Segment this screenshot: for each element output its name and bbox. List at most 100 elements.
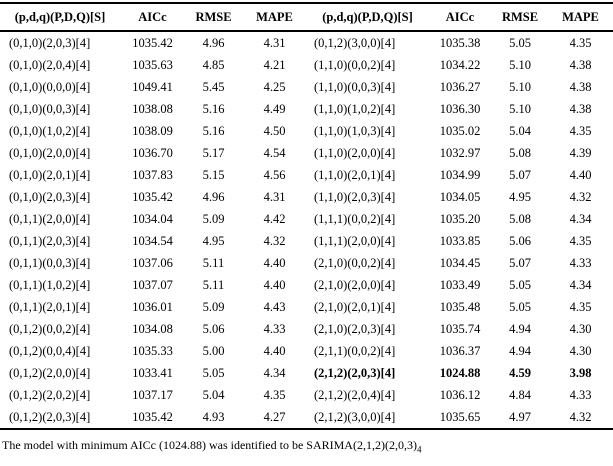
aicc-cell: 1034.08 [132, 322, 173, 336]
model-cell: (1,1,0)(0,0,2)[4] [314, 58, 396, 72]
column-header-rmse-left: RMSE [185, 3, 242, 32]
table-row: (0,1,2)(0,0,4)[4] 1035.33 5.00 4.40 (2,1,1)(… [0, 340, 613, 362]
model-cell: (0,1,1)(2,0,0)[4] [9, 212, 91, 226]
rmse-cell: 5.15 [202, 168, 225, 182]
model-cell: (0,1,1)(0,0,3)[4] [9, 256, 91, 270]
mape-cell: 4.35 [569, 300, 592, 314]
table-header: (p,d,q)(P,D,Q)[S] AICc RMSE MAPE (p,d,q)… [0, 3, 613, 32]
model-cell: (1,1,0)(1,0,3)[4] [314, 124, 396, 138]
mape-cell: 4.30 [569, 322, 592, 336]
rmse-cell: 4.85 [202, 58, 225, 72]
model-cell: (0,1,0)(0,0,0)[4] [9, 80, 91, 94]
rmse-cell: 5.05 [509, 300, 531, 314]
aicc-cell: 1036.12 [439, 388, 481, 402]
mape-cell: 4.39 [569, 146, 592, 160]
aicc-cell: 1037.17 [132, 388, 173, 402]
mape-cell: 4.32 [263, 234, 286, 248]
mape-cell: 4.35 [569, 124, 592, 138]
table-row: (0,1,1)(1,0,2)[4] 1037.07 5.11 4.40 (2,1,0)(… [0, 274, 613, 296]
rmse-cell: 5.00 [202, 344, 225, 358]
table-row: (0,1,2)(2,0,3)[4] 1035.42 4.93 4.27 (2,1,2)(… [0, 406, 613, 429]
mape-cell: 4.34 [569, 212, 592, 226]
table-row: (0,1,1)(2,0,3)[4] 1034.54 4.95 4.32 (1,1,1)(… [0, 230, 613, 252]
model-cell: (1,1,0)(2,0,0)[4] [314, 146, 396, 160]
rmse-cell: 5.16 [202, 102, 225, 116]
rmse-cell: 4.94 [509, 344, 531, 358]
rmse-cell: 4.59 [509, 366, 531, 380]
aicc-cell: 1035.65 [439, 410, 481, 424]
rmse-cell: 4.95 [202, 234, 225, 248]
aicc-cell: 1034.05 [439, 190, 481, 204]
aicc-cell: 1034.54 [132, 234, 173, 248]
model-cell: (0,1,0)(1,0,2)[4] [9, 124, 91, 138]
mape-cell: 4.40 [263, 256, 286, 270]
model-cell: (1,1,0)(2,0,3)[4] [314, 190, 396, 204]
mape-cell: 4.43 [263, 300, 286, 314]
aicc-cell: 1032.97 [439, 146, 481, 160]
model-cell: (0,1,0)(2,0,3)[4] [9, 190, 91, 204]
aicc-cell: 1034.45 [439, 256, 481, 270]
mape-cell: 4.49 [263, 102, 286, 116]
mape-cell: 4.34 [263, 366, 286, 380]
mape-cell: 4.21 [263, 58, 286, 72]
mape-cell: 4.25 [263, 80, 286, 94]
model-cell: (1,1,1)(2,0,0)[4] [314, 234, 396, 248]
mape-cell: 4.31 [263, 190, 286, 204]
aicc-cell: 1035.20 [439, 212, 481, 226]
model-cell: (1,1,0)(2,0,1)[4] [314, 168, 396, 182]
model-cell: (0,1,2)(2,0,2)[4] [9, 388, 91, 402]
model-cell: (2,1,0)(2,0,3)[4] [314, 322, 396, 336]
rmse-cell: 5.04 [202, 388, 225, 402]
rmse-cell: 5.06 [202, 322, 225, 336]
footnote-subscript: 4 [416, 444, 422, 455]
rmse-cell: 5.10 [509, 102, 531, 116]
model-cell: (0,1,2)(0,0,2)[4] [9, 322, 91, 336]
table-body: (0,1,0)(2,0,3)[4] 1035.42 4.96 4.31 (0,1,2)(… [0, 31, 613, 429]
aicc-cell: 1035.48 [439, 300, 481, 314]
rmse-cell: 5.06 [509, 234, 531, 248]
column-header-model-right: (p,d,q)(P,D,Q)[S] [307, 3, 428, 32]
table-row: (0,1,0)(0,0,3)[4] 1038.08 5.16 4.49 (1,1,0)(… [0, 98, 613, 120]
model-cell: (0,1,2)(0,0,4)[4] [9, 344, 91, 358]
model-cell: (1,1,0)(0,0,3)[4] [314, 80, 396, 94]
table-row: (0,1,0)(2,0,1)[4] 1037.83 5.15 4.56 (1,1,0)(… [0, 164, 613, 186]
table-row: (0,1,0)(1,0,2)[4] 1038.09 5.16 4.50 (1,1,0)(… [0, 120, 613, 142]
aicc-cell: 1035.02 [439, 124, 481, 138]
mape-cell: 4.38 [569, 80, 592, 94]
rmse-cell: 4.94 [509, 322, 531, 336]
mape-cell: 4.40 [263, 344, 286, 358]
aicc-cell: 1038.08 [132, 102, 173, 116]
column-header-aicc-left: AICc [120, 3, 185, 32]
mape-cell: 4.38 [569, 102, 592, 116]
rmse-cell: 5.17 [202, 146, 225, 160]
table-row: (0,1,0)(0,0,0)[4] 1049.41 5.45 4.25 (1,1,0)(… [0, 76, 613, 98]
mape-cell: 4.31 [263, 36, 286, 50]
rmse-cell: 5.04 [509, 124, 531, 138]
model-cell: (0,1,0)(2,0,0)[4] [9, 146, 91, 160]
mape-cell: 4.33 [569, 388, 592, 402]
mape-cell: 4.40 [263, 278, 286, 292]
mape-cell: 4.40 [569, 168, 592, 182]
footnote-text: The model with minimum AICc (1024.88) wa… [2, 438, 417, 452]
mape-cell: 4.32 [569, 410, 592, 424]
model-cell: (1,1,1)(0,0,2)[4] [314, 212, 396, 226]
rmse-cell: 4.84 [509, 388, 531, 402]
mape-cell: 4.56 [263, 168, 286, 182]
table-row: (0,1,0)(2,0,0)[4] 1036.70 5.17 4.54 (1,1,0)(… [0, 142, 613, 164]
mape-cell: 4.50 [263, 124, 286, 138]
mape-cell: 4.27 [263, 410, 286, 424]
model-cell: (0,1,0)(2,0,3)[4] [9, 36, 91, 50]
aicc-cell: 1036.30 [439, 102, 481, 116]
rmse-cell: 4.96 [202, 36, 225, 50]
mape-cell: 3.98 [569, 366, 592, 380]
model-cell: (0,1,1)(2,0,3)[4] [9, 234, 91, 248]
rmse-cell: 5.10 [509, 80, 531, 94]
aicc-cell: 1035.33 [132, 344, 173, 358]
rmse-cell: 4.96 [202, 190, 225, 204]
rmse-cell: 5.45 [202, 80, 225, 94]
table-row: (0,1,2)(2,0,0)[4] 1033.41 5.05 4.34 (2,1,2)(… [0, 362, 613, 384]
model-cell: (0,1,2)(2,0,3)[4] [9, 410, 91, 424]
mape-cell: 4.38 [569, 58, 592, 72]
mape-cell: 4.33 [263, 322, 286, 336]
rmse-cell: 5.11 [202, 256, 225, 270]
